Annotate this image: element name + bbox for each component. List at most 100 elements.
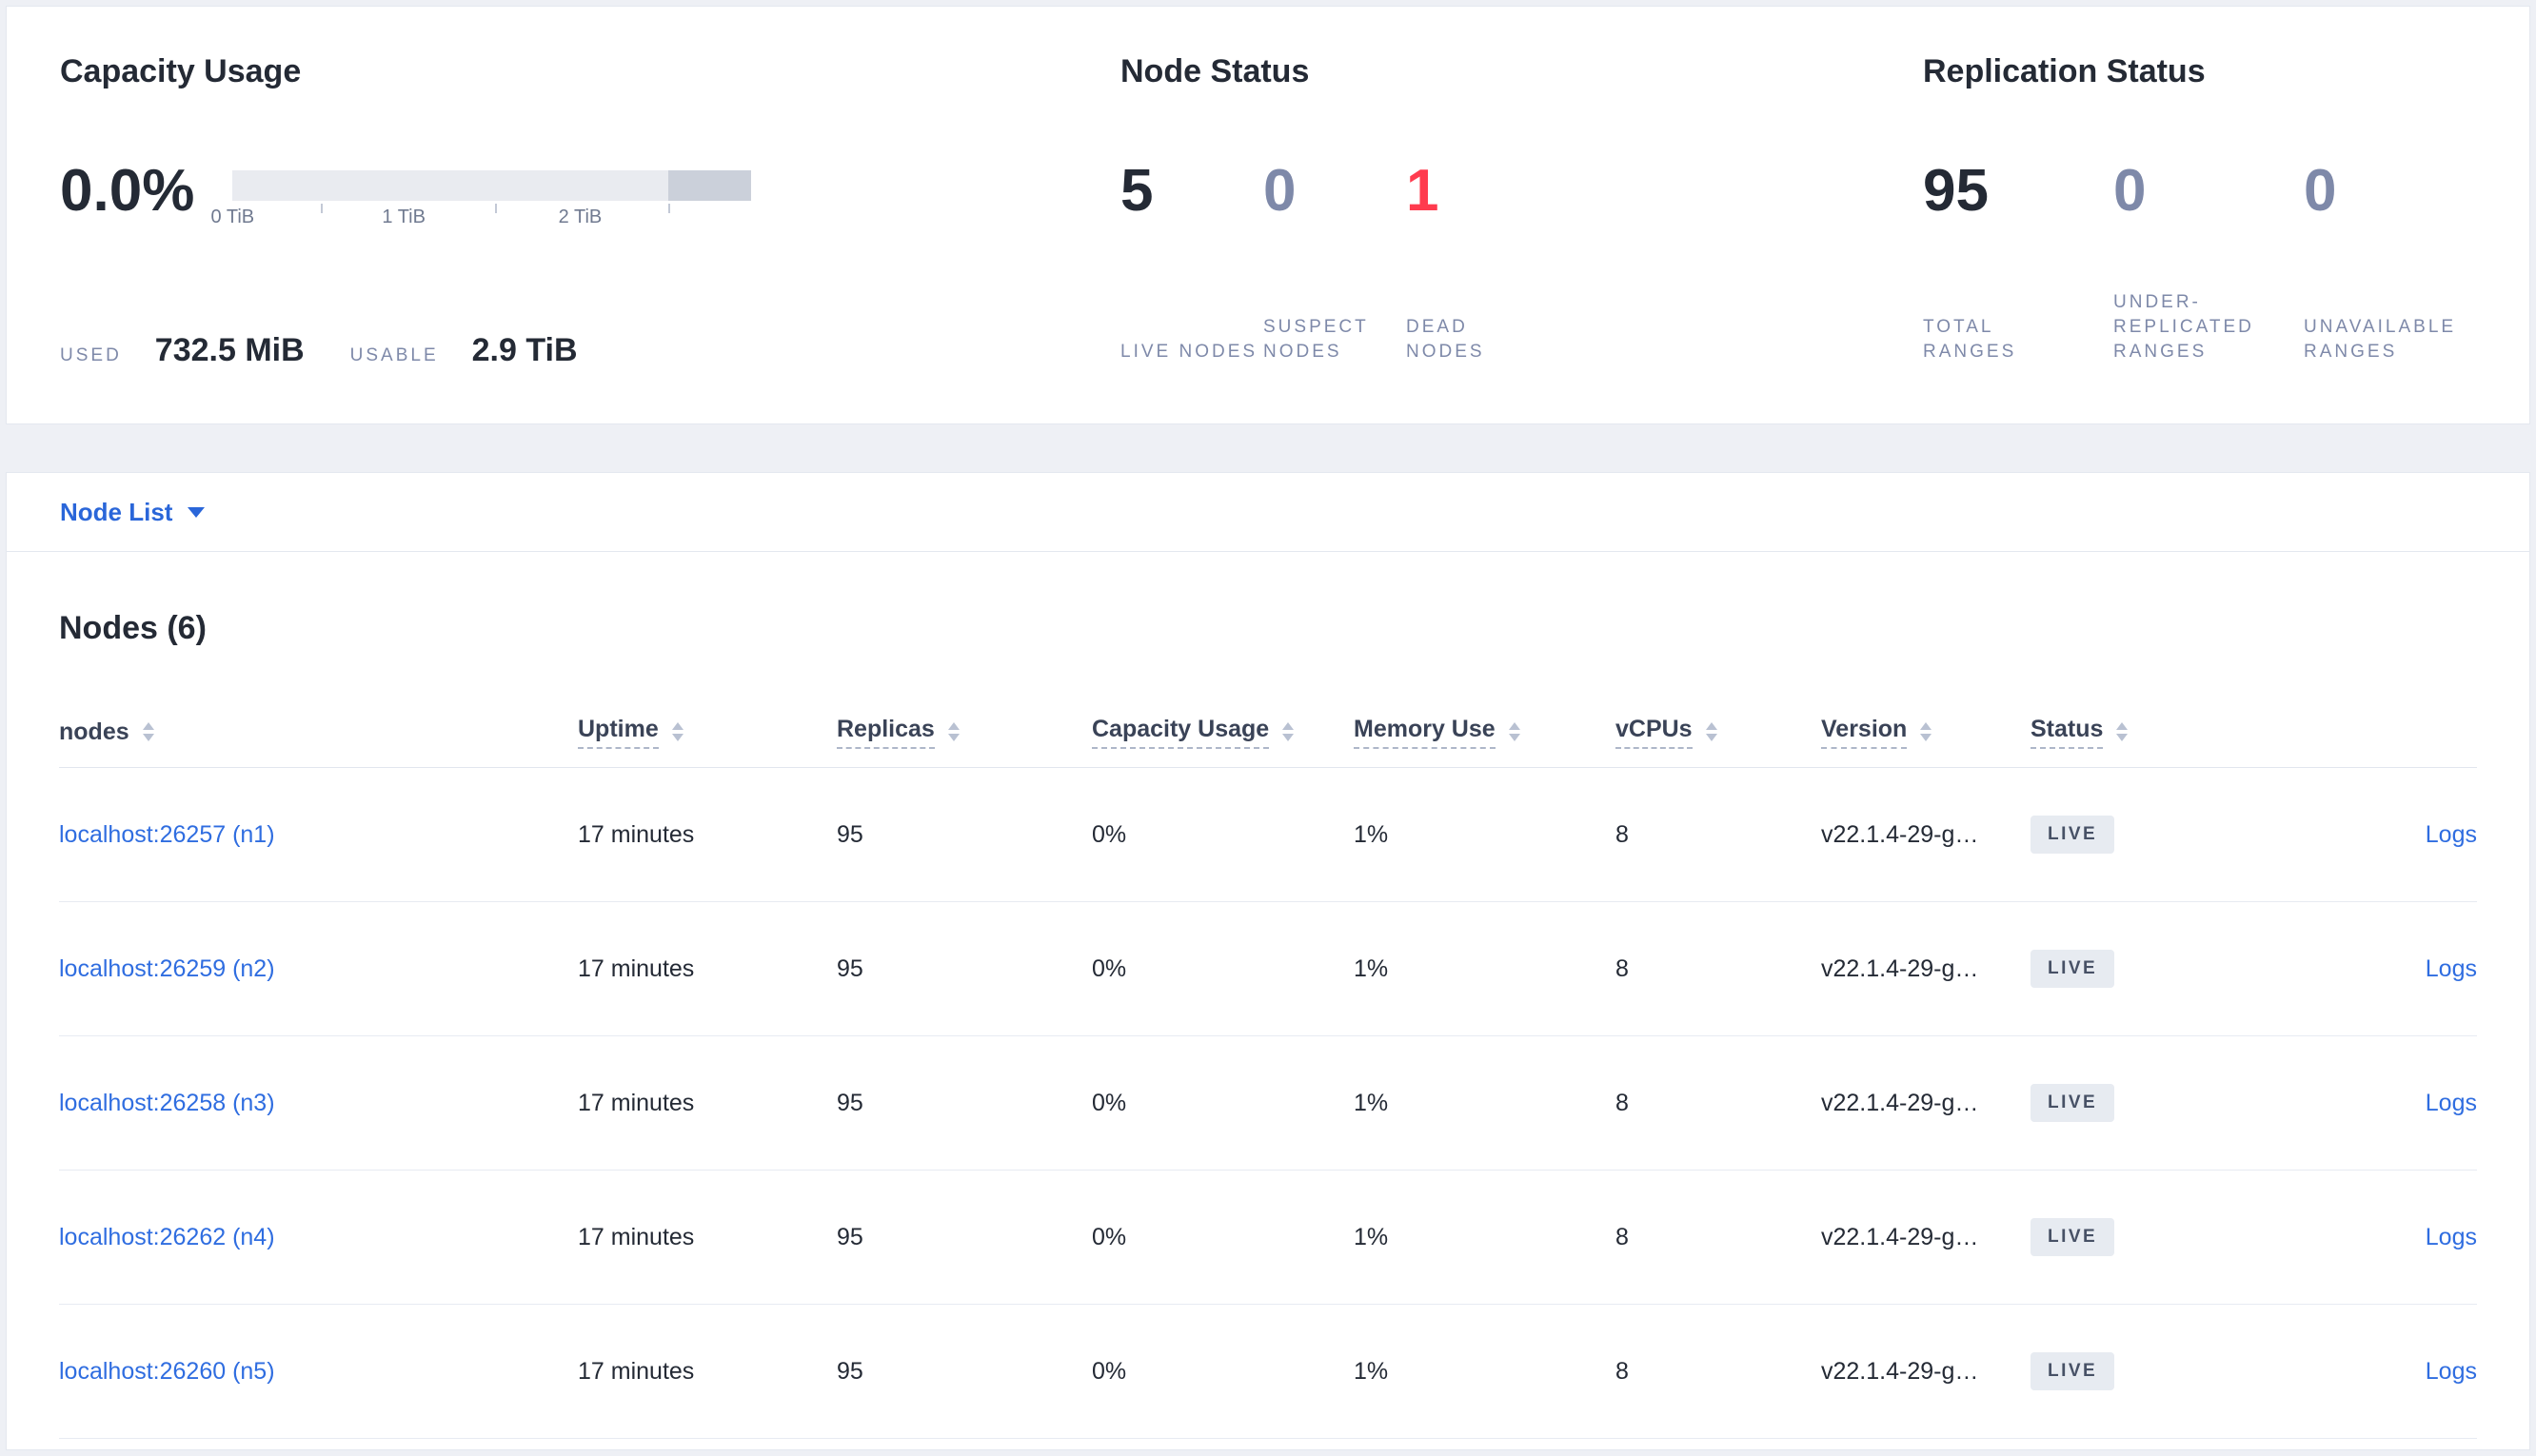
sort-icon[interactable] — [1920, 722, 1932, 741]
suspect-nodes-value: 0 — [1263, 158, 1297, 224]
under-replicated-ranges-label: UNDER-REPLICATED RANGES — [2113, 292, 2254, 362]
sort-icon[interactable] — [947, 722, 960, 741]
node-link[interactable]: localhost:26260 (n5) — [59, 1357, 275, 1385]
node-status-title: Node Status — [1120, 53, 1310, 89]
status-badge: LIVE — [2031, 950, 2115, 988]
replicas-cell: 95 — [837, 1223, 863, 1250]
logs-link[interactable]: Logs — [2425, 954, 2477, 982]
usable-value: 2.9 TiB — [471, 332, 578, 368]
vcpus-cell: 8 — [1615, 1223, 1629, 1250]
status-cell: LIVE — [2031, 950, 2302, 988]
logs-link[interactable]: Logs — [2425, 820, 2477, 848]
logs-cell: Logs — [2302, 1224, 2477, 1251]
column-header-status[interactable]: Status — [2031, 716, 2302, 749]
column-header-replicas[interactable]: Replicas — [837, 716, 1092, 749]
vcpus-cell: 8 — [1615, 1357, 1629, 1385]
chevron-down-icon — [188, 506, 206, 518]
column-header-memory-use[interactable]: Memory Use — [1354, 716, 1615, 749]
logs-cell: Logs — [2302, 821, 2477, 849]
table-row: localhost:26257 (n1) 17 minutes 95 0% 1%… — [59, 768, 2477, 902]
node-status-panel: Node Status 5 LIVE NODES 0 SUSPECT NODES… — [1120, 52, 1923, 423]
used-label: USED — [60, 345, 122, 365]
logs-link[interactable]: Logs — [2425, 1357, 2477, 1385]
capacity-usage-cell: 0% — [1092, 954, 1127, 982]
column-header-nodes[interactable]: nodes — [59, 718, 578, 746]
memory-use-cell: 1% — [1354, 1357, 1389, 1385]
memory-use-cell: 1% — [1354, 954, 1389, 982]
version-cell: v22.1.4-29-g… — [1821, 1223, 1979, 1250]
node-cell: localhost:26259 (n2) — [59, 955, 578, 983]
capacity-bar: 0 TiB 1 TiB 2 TiB — [211, 170, 752, 233]
capacity-bar-track — [232, 170, 752, 201]
uptime-cell: 17 minutes — [578, 1089, 695, 1116]
replicas-cell: 95 — [837, 1089, 863, 1116]
vcpus-cell: 8 — [1615, 1089, 1629, 1116]
tick-label: 2 TiB — [558, 207, 603, 227]
node-cell: localhost:26262 (n4) — [59, 1224, 578, 1251]
column-header-label: vCPUs — [1615, 716, 1693, 749]
replication-status-panel: Replication Status 95 TOTAL RANGES 0 UND… — [1923, 52, 2529, 423]
capacity-usage-panel: Capacity Usage 0.0% 0 TiB 1 TiB 2 TiB — [60, 52, 1120, 423]
tick-mark — [320, 204, 323, 213]
usable-label: USABLE — [349, 345, 439, 365]
uptime-cell: 17 minutes — [578, 954, 695, 982]
sort-icon[interactable] — [2116, 722, 2129, 741]
node-cell: localhost:26260 (n5) — [59, 1358, 578, 1386]
tick-mark — [494, 204, 497, 213]
capacity-usage-cell: 0% — [1092, 1223, 1127, 1250]
live-nodes-label: LIVE NODES — [1120, 342, 1258, 362]
node-link[interactable]: localhost:26259 (n2) — [59, 954, 275, 982]
version-cell: v22.1.4-29-g… — [1821, 820, 1979, 848]
node-link[interactable]: localhost:26257 (n1) — [59, 820, 275, 848]
table-row: localhost:26262 (n4) 17 minutes 95 0% 1%… — [59, 1171, 2477, 1305]
status-badge: LIVE — [2031, 816, 2115, 854]
column-header-label: Uptime — [578, 716, 659, 749]
node-list-dropdown[interactable]: Node List — [60, 497, 206, 527]
sort-icon[interactable] — [1705, 722, 1717, 741]
sort-icon[interactable] — [1508, 722, 1520, 741]
nodes-table-body: localhost:26257 (n1) 17 minutes 95 0% 1%… — [59, 768, 2477, 1439]
column-header-uptime[interactable]: Uptime — [578, 716, 837, 749]
dead-nodes-value: 1 — [1406, 158, 1439, 224]
column-header-vcpus[interactable]: vCPUs — [1615, 716, 1821, 749]
node-link[interactable]: localhost:26258 (n3) — [59, 1089, 275, 1116]
dead-nodes-label: DEAD NODES — [1406, 317, 1485, 362]
total-ranges-value: 95 — [1923, 158, 1989, 224]
column-header-label: Replicas — [837, 716, 935, 749]
used-value: 732.5 MiB — [154, 332, 305, 368]
node-list-bar: Node List — [6, 472, 2530, 552]
memory-use-cell: 1% — [1354, 820, 1389, 848]
table-row: localhost:26260 (n5) 17 minutes 95 0% 1%… — [59, 1305, 2477, 1439]
column-header-version[interactable]: Version — [1821, 716, 2031, 749]
logs-link[interactable]: Logs — [2425, 1089, 2477, 1116]
live-nodes-value: 5 — [1120, 158, 1154, 224]
sort-icon[interactable] — [671, 722, 684, 741]
sort-icon[interactable] — [142, 722, 154, 741]
suspect-nodes-stat: 0 SUSPECT NODES — [1263, 157, 1406, 364]
sort-icon[interactable] — [1282, 722, 1295, 741]
column-header-capacity-usage[interactable]: Capacity Usage — [1092, 716, 1354, 749]
status-badge: LIVE — [2031, 1218, 2115, 1256]
under-replicated-ranges-stat: 0 UNDER-REPLICATED RANGES — [2113, 157, 2304, 364]
status-badge: LIVE — [2031, 1352, 2115, 1390]
status-cell: LIVE — [2031, 1352, 2302, 1390]
node-list-dropdown-label: Node List — [60, 497, 173, 526]
total-ranges-stat: 95 TOTAL RANGES — [1923, 157, 2113, 364]
tick-label: 0 TiB — [210, 207, 255, 227]
logs-cell: Logs — [2302, 1358, 2477, 1386]
logs-link[interactable]: Logs — [2425, 1223, 2477, 1250]
total-ranges-label: TOTAL RANGES — [1923, 317, 2017, 362]
node-link[interactable]: localhost:26262 (n4) — [59, 1223, 275, 1250]
capacity-percent-value: 0.0% — [60, 158, 195, 224]
status-badge: LIVE — [2031, 1084, 2115, 1122]
live-nodes-stat: 5 LIVE NODES — [1120, 157, 1263, 364]
node-cell: localhost:26258 (n3) — [59, 1090, 578, 1117]
memory-use-cell: 1% — [1354, 1089, 1389, 1116]
table-row: localhost:26259 (n2) 17 minutes 95 0% 1%… — [59, 902, 2477, 1036]
unavailable-ranges-stat: 0 UNAVAILABLE RANGES — [2304, 157, 2494, 364]
logs-cell: Logs — [2302, 955, 2477, 983]
replicas-cell: 95 — [837, 820, 863, 848]
uptime-cell: 17 minutes — [578, 1357, 695, 1385]
column-header-label: Status — [2031, 716, 2104, 749]
version-cell: v22.1.4-29-g… — [1821, 954, 1979, 982]
